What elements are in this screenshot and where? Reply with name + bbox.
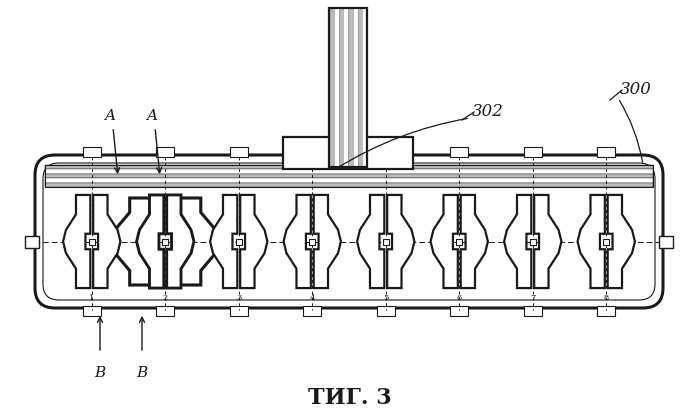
Bar [353, 8, 358, 167]
Bar [377, 306, 395, 316]
Bar [597, 147, 615, 157]
Bar [524, 147, 542, 157]
Bar [339, 8, 343, 167]
Text: 302: 302 [472, 103, 504, 121]
Polygon shape [63, 195, 90, 288]
Bar [524, 306, 542, 316]
Bar [230, 147, 248, 157]
Bar [303, 147, 321, 157]
Polygon shape [93, 195, 120, 288]
Bar [45, 183, 653, 187]
Polygon shape [284, 195, 311, 288]
Bar [45, 178, 653, 183]
Polygon shape [608, 195, 635, 288]
Bar [329, 8, 334, 167]
Bar [45, 165, 653, 187]
Text: 300: 300 [620, 81, 652, 99]
Bar [309, 239, 315, 244]
Polygon shape [387, 195, 414, 288]
Bar [329, 8, 367, 167]
Bar [45, 165, 653, 169]
Bar [450, 147, 468, 157]
Text: A: A [146, 109, 158, 123]
Polygon shape [534, 195, 561, 288]
Polygon shape [136, 195, 164, 288]
Bar [230, 306, 248, 316]
Bar [45, 174, 653, 178]
Text: 3: 3 [236, 294, 241, 302]
Bar [383, 239, 389, 244]
Polygon shape [357, 195, 384, 288]
Text: 7: 7 [530, 294, 536, 302]
Text: 6: 6 [456, 294, 462, 302]
Bar [456, 239, 462, 244]
Bar [83, 306, 101, 316]
Text: 4: 4 [309, 294, 315, 302]
Bar [303, 306, 321, 316]
Bar [450, 306, 468, 316]
Polygon shape [578, 195, 605, 288]
Polygon shape [504, 195, 531, 288]
Text: ΤИГ. 3: ΤИГ. 3 [308, 387, 392, 409]
Bar [348, 8, 353, 167]
Bar [283, 137, 413, 169]
Bar [156, 147, 174, 157]
Polygon shape [430, 195, 458, 288]
Text: 8: 8 [603, 294, 609, 302]
FancyBboxPatch shape [35, 155, 663, 308]
Text: 2: 2 [162, 294, 168, 302]
Bar [334, 8, 339, 167]
Polygon shape [461, 195, 488, 288]
Polygon shape [167, 195, 194, 288]
Text: B: B [136, 366, 148, 380]
Bar [530, 239, 536, 244]
Polygon shape [314, 195, 341, 288]
Bar [45, 169, 653, 174]
Bar [343, 8, 348, 167]
Polygon shape [210, 195, 237, 288]
Bar [83, 147, 101, 157]
Bar [162, 239, 168, 244]
Bar [25, 236, 39, 247]
Bar [358, 8, 363, 167]
Polygon shape [240, 195, 267, 288]
Bar [603, 239, 609, 244]
Bar [363, 8, 367, 167]
Bar [156, 306, 174, 316]
Text: A: A [104, 109, 116, 123]
Text: B: B [94, 366, 106, 380]
Bar [377, 147, 395, 157]
Bar [236, 239, 241, 244]
Text: 1: 1 [89, 294, 95, 302]
Bar [597, 306, 615, 316]
Bar [659, 236, 673, 247]
Bar [89, 239, 95, 244]
Text: 5: 5 [383, 294, 389, 302]
